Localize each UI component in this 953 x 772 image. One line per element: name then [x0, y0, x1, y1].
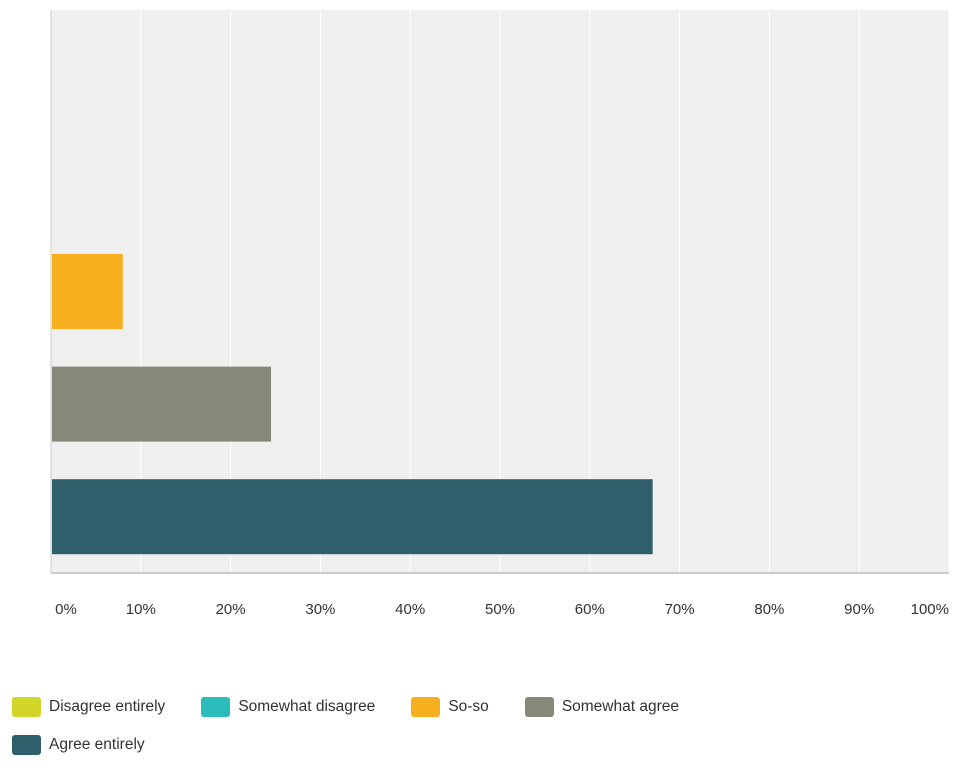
x-tick-label: 20%: [216, 601, 246, 618]
x-tick-label: 40%: [395, 601, 425, 618]
bars: [52, 254, 653, 555]
x-tick-label: 100%: [911, 601, 949, 618]
x-tick-label: 80%: [754, 601, 784, 618]
legend-item-somewhat-disagree[interactable]: Somewhat disagree: [201, 697, 375, 717]
legend-label-disagree-entirely: Disagree entirely: [49, 698, 166, 715]
legend-swatch-so-so: [411, 697, 441, 717]
x-axis-ticks: 0% 10% 20% 30% 40% 50% 60% 70% 80% 90% 100%: [55, 601, 949, 618]
x-tick-label: 90%: [844, 601, 874, 618]
legend-swatch-agree-entirely: [12, 735, 41, 755]
legend-swatch-somewhat-agree: [524, 697, 554, 717]
legend-label-so-so: So-so: [448, 698, 489, 715]
legend-row-1: Disagree entirely Somewhat disagree So-s…: [12, 696, 942, 718]
x-tick-label: 0%: [55, 601, 77, 618]
x-tick-label: 50%: [485, 601, 515, 618]
x-tick-label: 60%: [575, 601, 605, 618]
x-tick-label: 30%: [305, 601, 335, 618]
bar-agree-entirely[interactable]: [52, 479, 653, 555]
legend-item-disagree-entirely[interactable]: Disagree entirely: [12, 697, 165, 717]
legend-label-somewhat-disagree: Somewhat disagree: [238, 698, 376, 715]
x-tick-label: 70%: [665, 601, 695, 618]
gridlines: [140, 10, 950, 573]
legend: Disagree entirely Somewhat disagree So-s…: [12, 696, 942, 772]
legend-swatch-disagree-entirely: [12, 697, 41, 717]
bar-chart: 0% 10% 20% 30% 40% 50% 60% 70% 80% 90% 100%: [50, 10, 950, 618]
bar-so-so[interactable]: [52, 254, 123, 329]
legend-item-agree-entirely[interactable]: Agree entirely: [12, 735, 145, 755]
legend-item-somewhat-agree[interactable]: Somewhat agree: [524, 697, 679, 717]
legend-swatch-somewhat-disagree: [201, 697, 231, 717]
legend-label-somewhat-agree: Somewhat agree: [561, 698, 679, 715]
legend-row-2: Agree entirely: [12, 734, 942, 756]
legend-item-so-so[interactable]: So-so: [411, 697, 489, 717]
legend-label-agree-entirely: Agree entirely: [49, 736, 145, 753]
x-tick-label: 10%: [126, 601, 156, 618]
bar-somewhat-agree[interactable]: [52, 366, 272, 442]
